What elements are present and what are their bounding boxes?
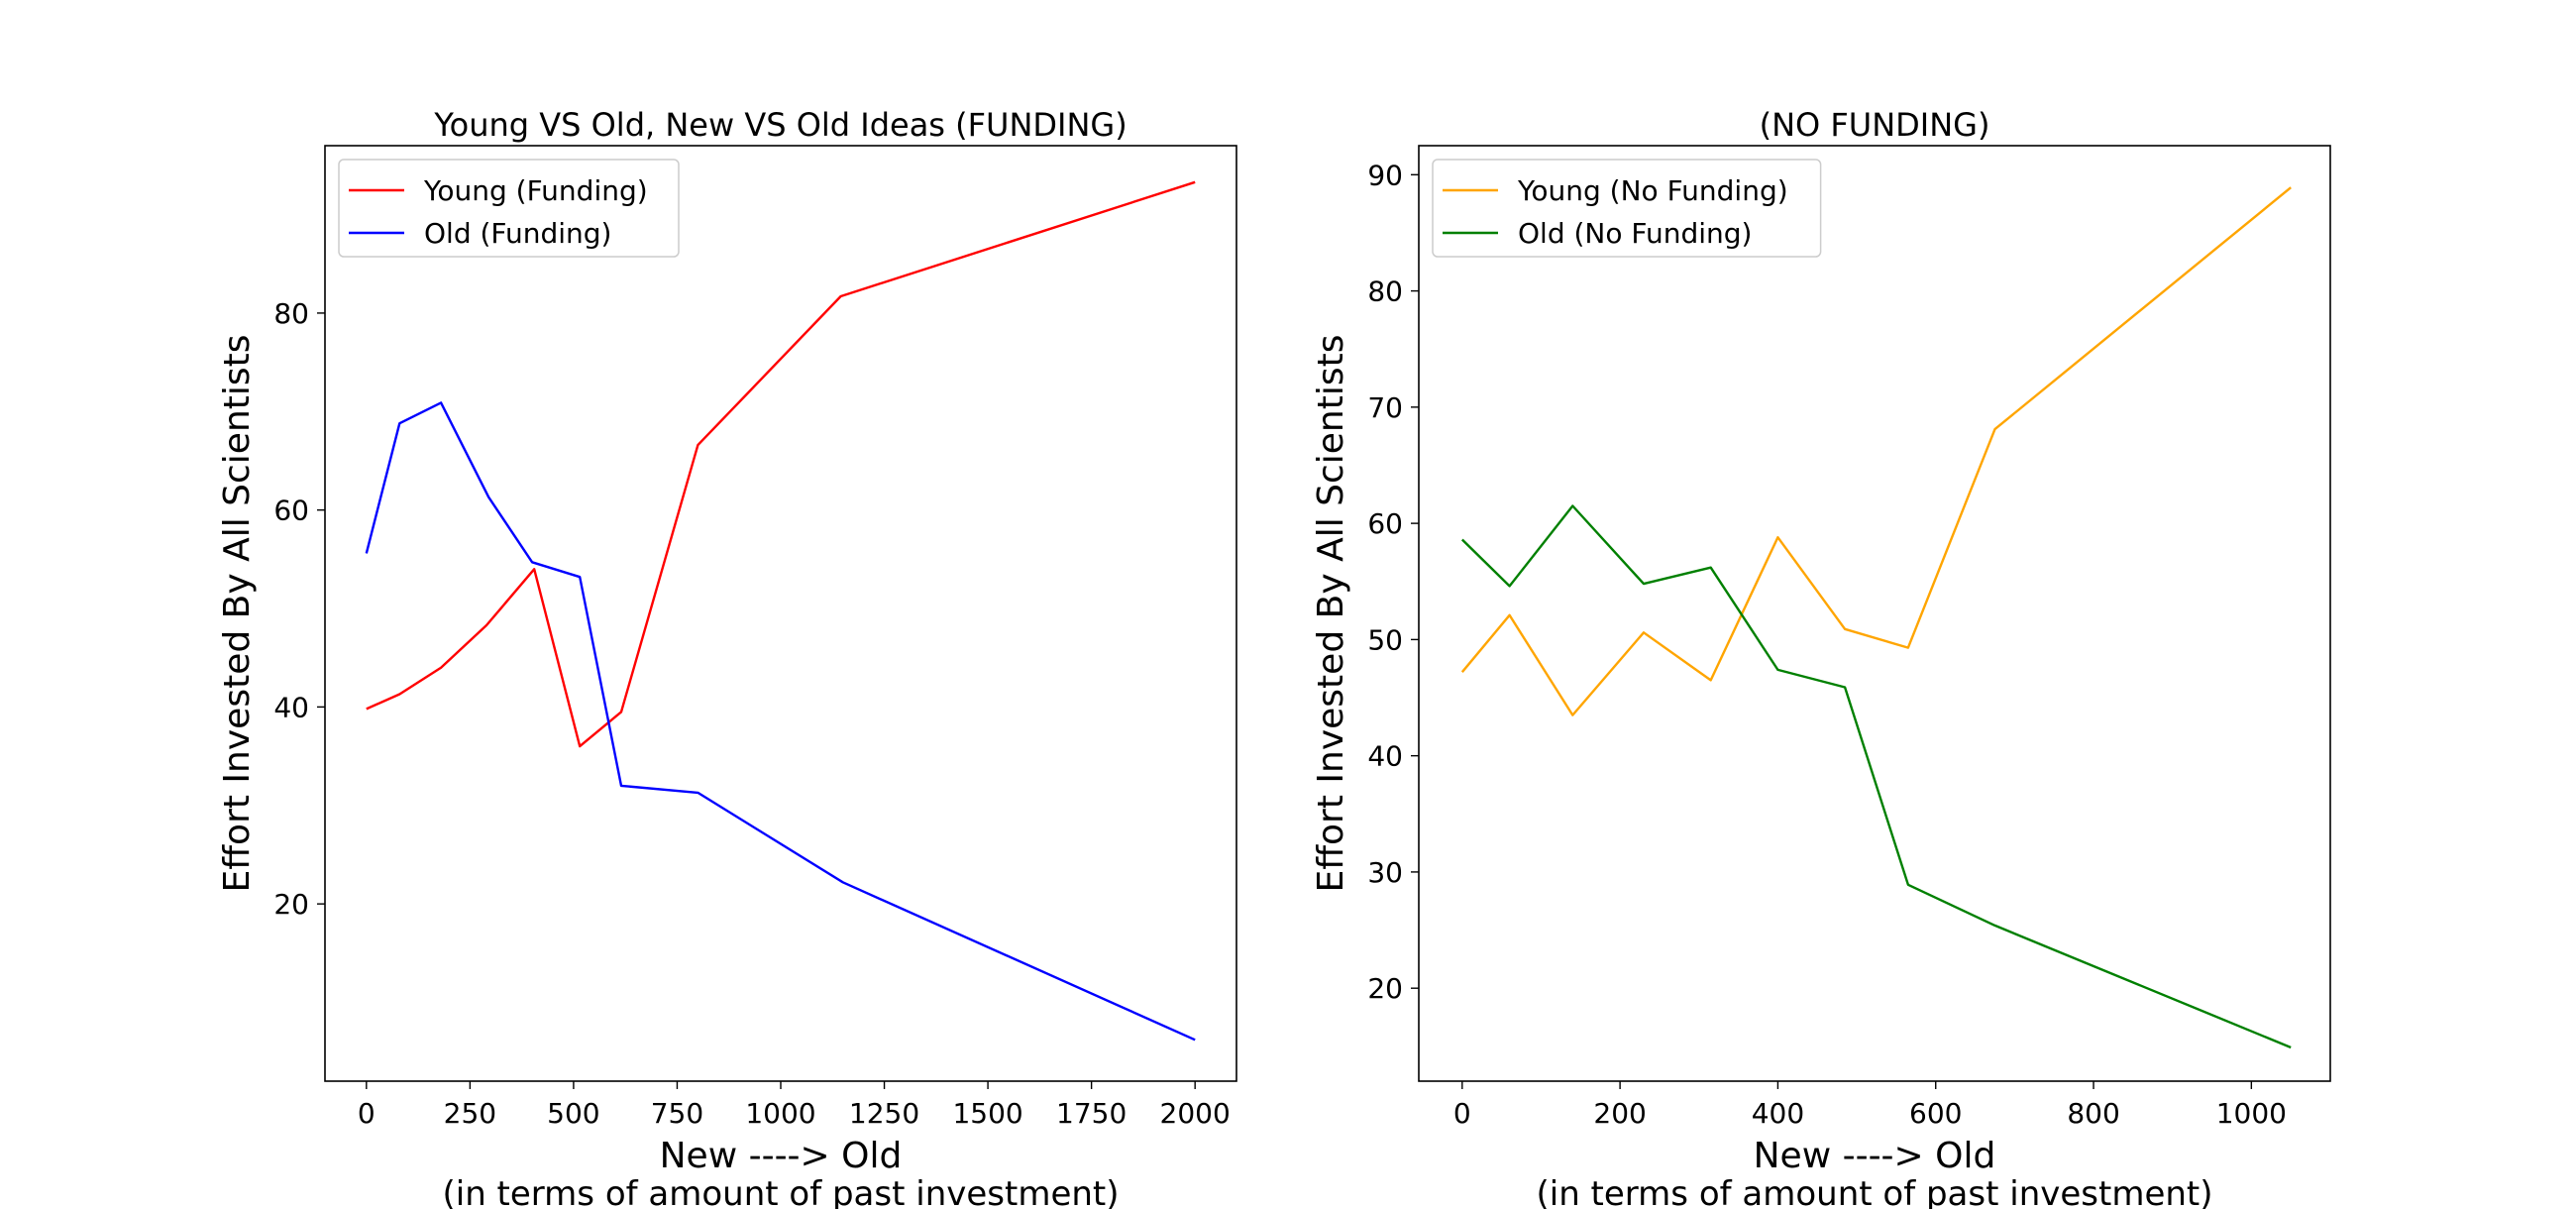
x-axis-label: New ----> Old: [1754, 1136, 1996, 1176]
y-tick-label: 40: [273, 691, 309, 723]
y-tick-label: 20: [1367, 972, 1403, 1005]
y-tick-label: 80: [273, 297, 309, 330]
y-axis-label: Effort Invested By All Scientists: [217, 334, 258, 892]
x-tick-label: 0: [1453, 1097, 1471, 1130]
x-axis-label: New ----> Old: [660, 1136, 903, 1176]
x-tick-label: 750: [651, 1097, 703, 1130]
series-line-0: [366, 180, 1196, 748]
x-tick-label: 0: [358, 1097, 376, 1130]
chart-no-funding: 0 200 400 600 800 1000 20 30 40 50 60 70 80 90 (NO FUN…: [1311, 106, 2331, 1209]
y-tick-label: 60: [273, 495, 309, 527]
legend-label-0: Young (Funding): [423, 174, 648, 207]
x-tick-label: 1750: [1056, 1097, 1127, 1130]
chart-title: (NO FUNDING): [1760, 106, 1990, 144]
x-tick-label: 250: [444, 1097, 496, 1130]
chart-funding: 0 250 500 750 1000 1250 1500 1750 2000 20 40 60 80 Yo…: [217, 106, 1237, 1209]
x-tick-label: 800: [2067, 1097, 2119, 1130]
x-tick-label: 1000: [745, 1097, 815, 1130]
x-tick-label: 2000: [1160, 1097, 1231, 1130]
x-tick-label: 1250: [849, 1097, 919, 1130]
y-tick-label: 50: [1367, 623, 1403, 656]
series-line-1: [1460, 504, 2292, 1049]
x-tick-label: 200: [1593, 1097, 1646, 1130]
x-tick-label: 600: [1909, 1097, 1962, 1130]
y-tick-label: 90: [1367, 159, 1403, 191]
y-tick-label: 30: [1367, 856, 1403, 889]
legend-label-1: Old (No Funding): [1518, 217, 1752, 250]
legend-label-0: Young (No Funding): [1517, 174, 1788, 207]
y-tick-label: 20: [273, 888, 309, 921]
x-tick-label: 1500: [952, 1097, 1022, 1130]
x-tick-label: 400: [1752, 1097, 1804, 1130]
y-axis-label: Effort Invested By All Scientists: [1311, 334, 1351, 892]
x-axis-sublabel: (in terms of amount of past investment): [1536, 1174, 2212, 1209]
legend-box: [338, 159, 680, 258]
chart-title: Young VS Old, New VS Old Ideas (FUNDING): [433, 106, 1127, 144]
series-line-1: [365, 401, 1196, 1042]
y-tick-label: 60: [1367, 507, 1403, 540]
y-tick-label: 80: [1367, 275, 1403, 308]
legend-box: [1432, 159, 1822, 258]
y-tick-label: 40: [1367, 740, 1403, 773]
series-line-0: [1460, 186, 2292, 716]
x-tick-label: 500: [547, 1097, 599, 1130]
x-tick-label: 1000: [2216, 1097, 2287, 1130]
plot-frame: [1418, 145, 2331, 1082]
legend-label-1: Old (Funding): [424, 217, 611, 250]
y-tick-label: 70: [1367, 391, 1403, 424]
x-axis-sublabel: (in terms of amount of past investment): [442, 1174, 1119, 1209]
